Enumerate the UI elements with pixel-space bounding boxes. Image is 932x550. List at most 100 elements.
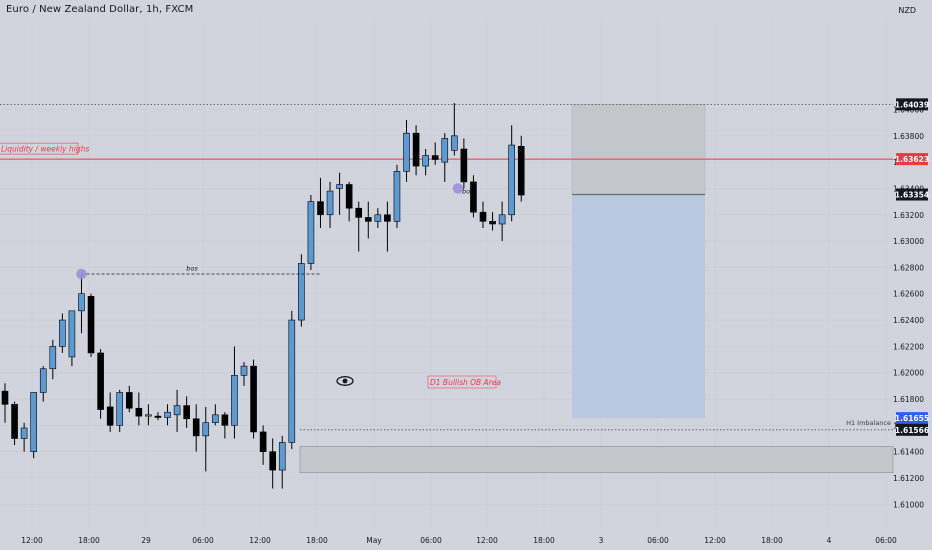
x-tick-label: 12:00 — [704, 536, 726, 545]
y-tick-label: 1.63200 — [893, 211, 924, 220]
x-tick-label: 06:00 — [192, 536, 214, 545]
x-tick-label: 06:00 — [420, 536, 442, 545]
chart-title: Euro / New Zealand Dollar, 1h, FXCM — [6, 4, 194, 15]
price-label: 1.64039 — [895, 100, 929, 109]
candle-bear — [269, 451, 276, 471]
y-tick-label: 1.62800 — [893, 263, 924, 272]
candle-bull — [78, 293, 85, 312]
ob-zone — [299, 446, 894, 474]
stop-zone — [572, 194, 705, 419]
candle-bull — [422, 155, 429, 167]
candle-bull — [164, 411, 171, 418]
candle-bear — [317, 201, 324, 216]
x-tick-label: 06:00 — [647, 536, 669, 545]
x-tick-label: 06:00 — [875, 536, 897, 545]
candle-bear — [489, 221, 496, 225]
x-tick-label: 3 — [599, 536, 604, 545]
candle-bull — [441, 138, 449, 163]
candle-bull — [49, 346, 57, 370]
ob-label-box — [427, 375, 497, 389]
y-tick-label: 1.62200 — [893, 342, 924, 351]
y-tick-label: 1.61000 — [893, 500, 924, 509]
candle-bear — [479, 211, 487, 222]
price-label: 1.63623 — [895, 155, 929, 164]
bos-label-2: bos — [462, 187, 474, 195]
candle-bull — [403, 132, 410, 172]
candle-bull — [39, 368, 47, 393]
candle-bear — [364, 217, 372, 222]
bos-marker-2 — [452, 183, 464, 194]
candle-bull — [508, 144, 515, 216]
candle-bull — [288, 319, 296, 443]
resistance-label-box — [0, 142, 79, 155]
ob-label: D1 Bullish OB Area — [430, 378, 501, 387]
x-tick-label: 18:00 — [78, 536, 100, 545]
candle-bear — [135, 407, 143, 417]
candle-bull — [298, 263, 305, 321]
candle-bull — [20, 427, 28, 439]
candle-bear — [97, 352, 104, 410]
x-tick-label: 4 — [827, 536, 832, 545]
candle-bear — [355, 207, 363, 218]
candle-bull — [30, 392, 37, 452]
y-tick-label: 1.63800 — [893, 132, 924, 141]
y-tick-label: 1.61200 — [893, 474, 924, 483]
candle-bear — [259, 431, 267, 452]
candle-bull — [451, 135, 458, 151]
candle-bear — [517, 146, 525, 196]
currency-label: NZD — [898, 6, 916, 15]
y-tick-label: 1.62600 — [893, 290, 924, 299]
candle-bear — [125, 392, 133, 409]
eye-icon — [336, 376, 354, 386]
y-tick-label: 1.61800 — [893, 395, 924, 404]
candle-bull — [116, 392, 124, 426]
candle-bull — [240, 365, 248, 376]
x-tick-label: 18:00 — [306, 536, 328, 545]
candle-bull — [145, 414, 152, 417]
x-tick-label: 12:00 — [21, 536, 43, 545]
candle-bear — [250, 365, 257, 433]
candle-bull — [68, 310, 76, 358]
target-zone — [571, 104, 706, 195]
candle-bear — [470, 181, 477, 213]
candle-bear — [384, 214, 391, 222]
x-tick-label: 18:00 — [533, 536, 555, 545]
candle-bull — [231, 375, 238, 426]
price-label-bg — [896, 153, 928, 166]
candle-bear — [106, 406, 114, 426]
candle-bull — [336, 184, 343, 189]
candle-bull — [326, 190, 334, 216]
price-label-bg — [896, 98, 928, 111]
candle-bear — [412, 132, 420, 167]
candle-bull — [212, 414, 219, 424]
candle-bear — [183, 405, 190, 420]
x-tick-label: 12:00 — [249, 536, 271, 545]
eye-icon-pupil — [342, 378, 348, 384]
candle-bear — [1, 390, 9, 405]
y-tick-label: 1.62000 — [893, 369, 924, 378]
candle-bull — [498, 214, 506, 225]
candle-bear — [87, 296, 95, 354]
x-tick-label: 29 — [141, 536, 151, 545]
candle-bear — [431, 155, 439, 160]
candle-bear — [345, 184, 353, 209]
bos-marker-1 — [76, 268, 87, 280]
candle-bull — [202, 422, 210, 437]
bos-label-1: bos — [186, 265, 198, 273]
x-tick-label: 18:00 — [761, 536, 783, 545]
candle-bull — [278, 442, 286, 471]
y-tick-label: 1.61400 — [893, 448, 924, 457]
price-label-bg — [896, 188, 928, 201]
resistance-label: Liquidity / weekly highs — [1, 145, 89, 154]
candle-bear — [11, 403, 18, 439]
price-label: 1.61655 — [895, 414, 929, 423]
candle-bull — [307, 201, 315, 264]
price-label-bg — [896, 423, 928, 436]
candle-bull — [393, 171, 401, 222]
candle-bull — [173, 405, 181, 416]
candle-bear — [192, 418, 200, 437]
y-tick-label: 1.63000 — [893, 237, 924, 246]
price-label: 1.61566 — [895, 426, 929, 435]
